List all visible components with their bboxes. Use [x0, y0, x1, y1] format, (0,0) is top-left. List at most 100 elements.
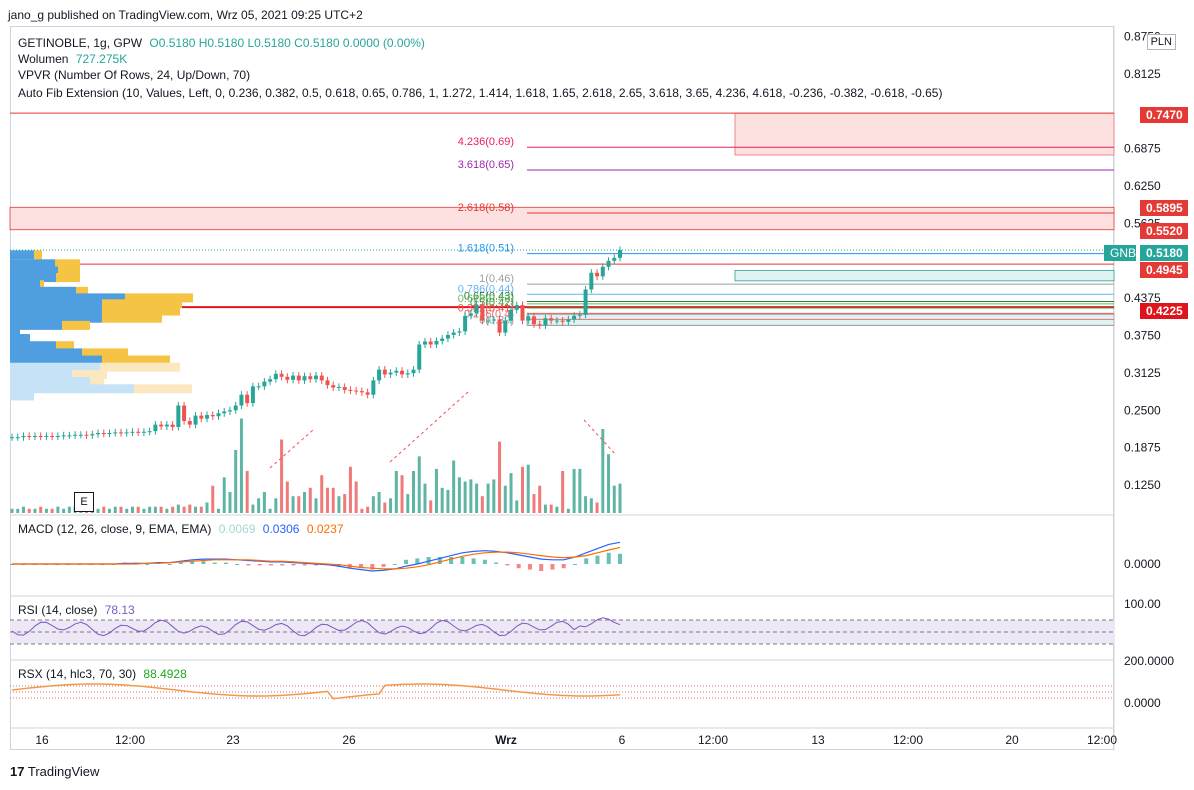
- volume-bar: [549, 504, 553, 513]
- volume-trend-line: [389, 391, 469, 463]
- price-tag-last: 0.5180: [1140, 245, 1188, 261]
- volume-bar: [578, 468, 582, 513]
- candle-body: [124, 432, 129, 434]
- vp-row-down: [40, 280, 44, 290]
- candle-body: [216, 413, 221, 417]
- volume-bar: [171, 506, 175, 513]
- volume-bar: [62, 508, 66, 513]
- vp-row-down: [82, 348, 128, 358]
- volume-bar: [257, 498, 261, 513]
- vp-row-up: [10, 313, 102, 323]
- volume-bar: [452, 460, 456, 513]
- candle-body: [256, 386, 261, 388]
- time-tick: 26: [342, 733, 356, 747]
- candle-body: [342, 386, 347, 390]
- candle-body: [382, 369, 387, 375]
- macd-hist-bar: [482, 559, 487, 564]
- price-tick: 0.1250: [1124, 478, 1161, 492]
- volume-label[interactable]: Wolumen: [18, 52, 69, 66]
- rsx-pane: [10, 683, 1114, 700]
- indicator-tick: 0.0000: [1124, 557, 1161, 571]
- candle-body: [96, 432, 101, 435]
- volume-bar: [618, 483, 622, 513]
- candle-body: [182, 405, 187, 422]
- legend-rsx: RSX (14, hlc3, 70, 30) 88.4928: [18, 667, 191, 681]
- candle-body: [405, 373, 410, 375]
- macd-hist-bar: [584, 558, 589, 564]
- time-tick: 20: [1005, 733, 1019, 747]
- volume-bar: [325, 487, 329, 513]
- volume-bar: [486, 483, 490, 513]
- fib-label: 1(0.46): [479, 273, 514, 285]
- candle-body: [589, 272, 594, 290]
- earnings-event-marker[interactable]: E: [74, 492, 94, 512]
- volume-bar: [188, 504, 192, 513]
- time-tick: 12:00: [698, 733, 728, 747]
- volume-bar: [136, 506, 140, 513]
- volume-bar: [274, 498, 278, 513]
- candle-body: [141, 431, 146, 433]
- rsx-line: [11, 683, 621, 700]
- vp-row-down: [134, 384, 192, 394]
- volume-bar: [463, 481, 467, 513]
- candle-body: [319, 375, 324, 381]
- rsi-label[interactable]: RSI (14, close): [18, 603, 98, 617]
- candle-body: [245, 394, 250, 404]
- rsi-value: 78.13: [104, 603, 135, 617]
- volume-trend-line: [269, 429, 314, 469]
- candle-body: [451, 332, 456, 335]
- volume-bar: [10, 508, 14, 513]
- vp-row-down: [56, 341, 74, 351]
- candle-body: [348, 389, 353, 391]
- candle-body: [336, 386, 341, 388]
- price-tag-4945: 0.4945: [1140, 262, 1188, 278]
- price-tick: 0.8125: [1124, 67, 1161, 81]
- volume-bar: [526, 464, 530, 513]
- candle-body: [78, 434, 83, 436]
- volume-bar: [371, 496, 375, 513]
- volume-bar: [182, 506, 186, 513]
- time-tick: 12:00: [115, 733, 145, 747]
- volume-bar: [320, 475, 324, 513]
- volume-bar: [446, 489, 450, 513]
- price-tick: 0.2500: [1124, 403, 1161, 417]
- time-tick: 23: [226, 733, 240, 747]
- candle-body: [331, 385, 336, 388]
- candle-body: [273, 373, 278, 380]
- legend-vpvr[interactable]: VPVR (Number Of Rows, 24, Up/Down, 70): [18, 68, 254, 82]
- legend-fib[interactable]: Auto Fib Extension (10, Values, Left, 0,…: [18, 86, 946, 100]
- time-tick: 6: [619, 733, 626, 747]
- volume-bar: [16, 508, 20, 513]
- volume-bar: [492, 479, 496, 513]
- volume-bar: [538, 485, 542, 513]
- vp-row-up: [10, 320, 62, 330]
- volume-bar: [119, 506, 123, 513]
- candle-body: [118, 432, 123, 434]
- macd-hist-bar: [606, 552, 611, 564]
- vp-row-up: [10, 280, 40, 290]
- candle-body: [394, 370, 399, 373]
- volume-bar: [39, 506, 43, 513]
- support-zone-lower: [526, 314, 1115, 326]
- macd-label[interactable]: MACD (12, 26, close, 9, EMA, EMA): [18, 522, 212, 536]
- volume-bar: [291, 496, 295, 513]
- volume-bar: [360, 508, 364, 513]
- vp-row-down: [125, 293, 193, 303]
- currency-button[interactable]: PLN: [1146, 34, 1176, 50]
- tradingview-footer: 17 TradingView: [10, 764, 99, 779]
- volume-bar: [44, 508, 48, 513]
- symbol-label[interactable]: GETINOBLE, 1g, GPW: [18, 36, 143, 50]
- price-tick: 0.6875: [1124, 142, 1161, 156]
- volume-bar: [584, 496, 588, 513]
- fib-label[interactable]: Auto Fib Extension (10, Values, Left, 0,…: [18, 86, 943, 100]
- candle-body: [388, 372, 393, 375]
- candle-body: [606, 260, 611, 267]
- volume-bar: [475, 483, 479, 513]
- rsx-label[interactable]: RSX (14, hlc3, 70, 30): [18, 667, 137, 681]
- candle-body: [205, 415, 210, 419]
- volume-bar: [469, 479, 473, 513]
- vpvr-label[interactable]: VPVR (Number Of Rows, 24, Up/Down, 70): [18, 68, 251, 82]
- volume-bar: [194, 506, 198, 513]
- price-tag-top-zone: 0.7470: [1140, 107, 1188, 123]
